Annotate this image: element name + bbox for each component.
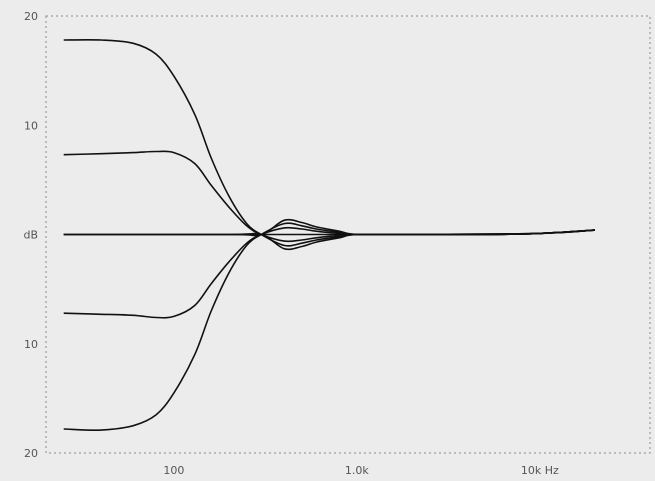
response-curve-7 bbox=[63, 229, 595, 251]
response-curve-2 bbox=[63, 150, 595, 243]
y-tick-label: dB bbox=[23, 229, 38, 242]
x-tick-label: 10k Hz bbox=[521, 464, 559, 477]
x-tick-labels: 100 1.0k 10k Hz bbox=[163, 464, 559, 477]
plot-frame bbox=[45, 15, 651, 454]
y-tick-label: 10 bbox=[24, 119, 38, 132]
y-tick-label: 10 bbox=[24, 338, 38, 351]
response-curve-1 bbox=[63, 38, 595, 247]
x-tick-label: 100 bbox=[163, 464, 184, 477]
y-tick-label: 20 bbox=[24, 447, 38, 460]
response-curve-4 bbox=[63, 226, 595, 319]
y-tick-label: 20 bbox=[24, 10, 38, 23]
response-curve-5 bbox=[63, 222, 595, 432]
y-tick-labels: 20 10 dB 10 20 bbox=[23, 10, 38, 460]
x-tick-label: 1.0k bbox=[345, 464, 369, 477]
response-curves bbox=[63, 38, 595, 432]
